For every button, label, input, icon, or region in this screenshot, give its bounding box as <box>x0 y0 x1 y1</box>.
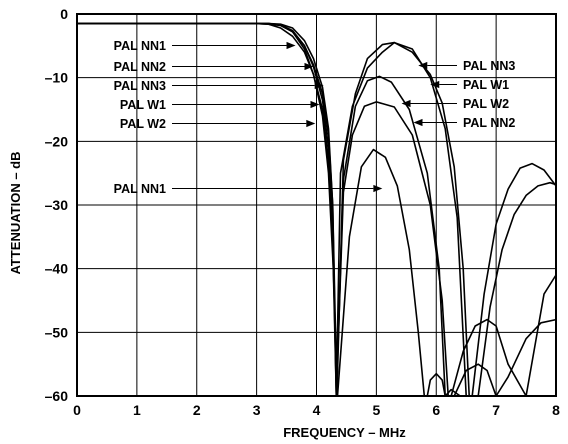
arrowhead-icon <box>306 119 316 128</box>
x-tick-label: 6 <box>432 402 440 418</box>
x-tick-label: 2 <box>193 402 201 418</box>
x-tick-label: 0 <box>73 402 81 418</box>
x-tick-label: 7 <box>492 402 500 418</box>
grid-lines <box>77 14 556 396</box>
y-tick-label: –60 <box>45 388 69 404</box>
series-line-pal-nn3 <box>471 162 557 397</box>
y-axis-label: ATTENUATION – dB <box>8 151 23 274</box>
arrowhead-icon <box>413 118 423 127</box>
annotation-label: PAL W2 <box>463 97 509 111</box>
attenuation-curves <box>77 22 557 397</box>
annotation-label: PAL W2 <box>120 117 166 131</box>
x-tick-label: 1 <box>133 402 141 418</box>
series-line-pal-w2 <box>77 22 446 397</box>
x-axis-label: FREQUENCY – MHz <box>283 425 406 440</box>
series-line-pal-nn2 <box>453 318 557 397</box>
annotation-label: PAL W1 <box>120 98 166 112</box>
annotation-label: PAL W1 <box>463 78 509 92</box>
annotation-label: PAL NN2 <box>463 116 515 130</box>
series-line-pal-w1 <box>477 181 557 397</box>
arrowhead-icon <box>401 99 411 108</box>
y-tick-label: –30 <box>45 197 69 213</box>
y-tick-label: –10 <box>45 70 69 86</box>
y-tick-label: –40 <box>45 261 69 277</box>
annotation-label: PAL NN1 <box>114 39 166 53</box>
annotation-label: PAL NN3 <box>463 59 515 73</box>
arrowhead-icon <box>430 80 440 89</box>
x-tick-label: 8 <box>552 402 560 418</box>
arrowhead-icon <box>310 100 320 109</box>
axis-ticks: 0 1 2 3 4 5 6 7 8 0 –10 –20 –30 –40 –50 –60 <box>45 6 560 418</box>
annotation-label: PAL NN1 <box>114 182 166 196</box>
y-tick-label: –50 <box>45 324 69 340</box>
y-tick-label: –20 <box>45 133 69 149</box>
arrowhead-icon <box>286 41 296 50</box>
series-line-pal-nn1 <box>426 372 461 397</box>
x-tick-label: 5 <box>372 402 380 418</box>
arrowhead-icon <box>314 81 324 90</box>
y-tick-label: 0 <box>60 6 68 22</box>
plot-frame <box>76 13 557 397</box>
annotation-label: PAL NN2 <box>114 60 166 74</box>
x-tick-label: 4 <box>313 402 321 418</box>
arrowhead-icon <box>373 184 383 193</box>
curve-annotations: PAL NN1 PAL NN2 PAL NN3 PAL W1 PAL W2 PAL NN1… <box>114 39 516 196</box>
arrowhead-icon <box>418 61 428 70</box>
x-tick-label: 3 <box>253 402 261 418</box>
series-line-pal-w2 <box>450 274 557 397</box>
annotation-label: PAL NN3 <box>114 79 166 93</box>
arrowhead-icon <box>304 62 314 71</box>
